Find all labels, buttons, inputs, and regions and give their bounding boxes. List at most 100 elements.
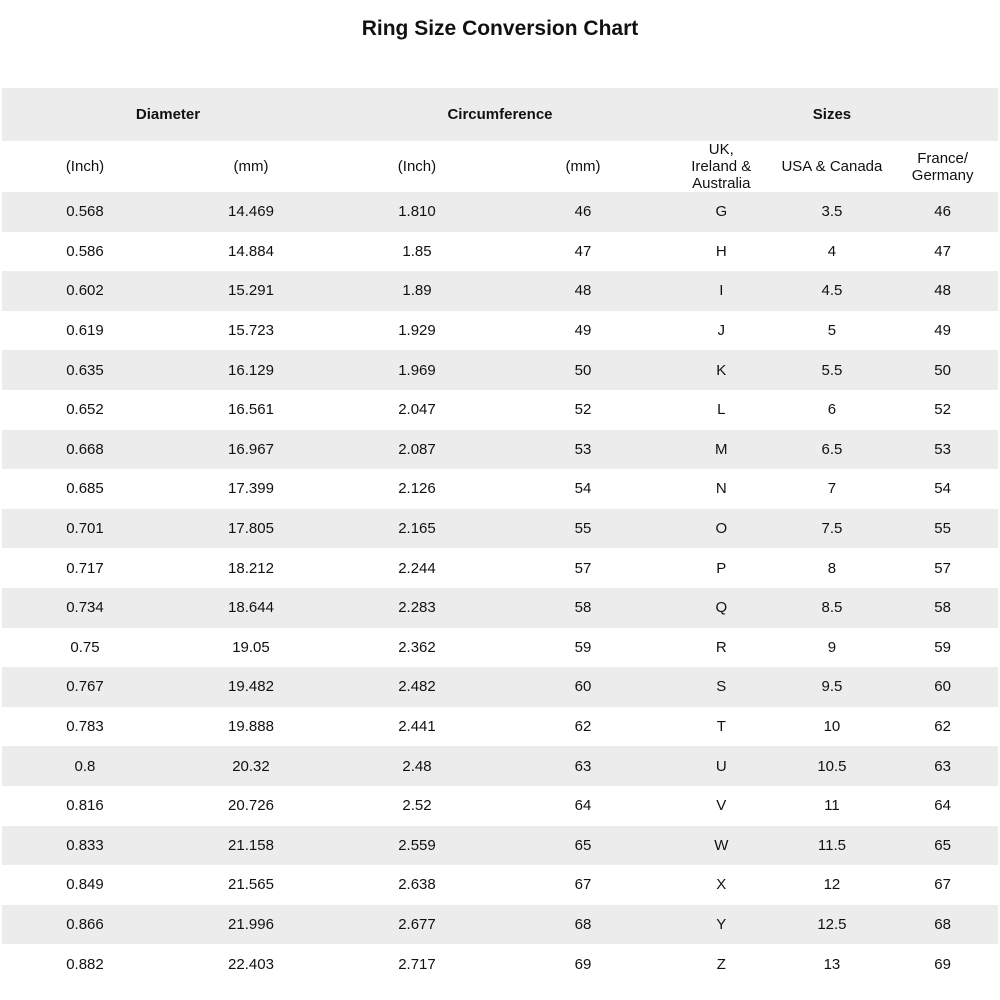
cell-diameter-mm: 22.403 bbox=[228, 955, 274, 973]
cell-circumference-inch: 2.52 bbox=[402, 797, 432, 815]
group-header-diameter: Diameter bbox=[2, 88, 334, 141]
cell-circumference-inch: 2.677 bbox=[333, 904, 500, 945]
cell-circumference-mm: 50 bbox=[499, 350, 666, 390]
table-row: 0.849 21.565 2.638 67 X 12 67 bbox=[2, 865, 998, 905]
cell-circumference-inch: 2.717 bbox=[398, 955, 436, 973]
cell-usa-size: 3.5 bbox=[776, 192, 888, 232]
cell-uk-size: T bbox=[716, 718, 726, 736]
cell-circumference-mm: 57 bbox=[574, 559, 592, 577]
cell-diameter-inch: 0.866 bbox=[2, 904, 168, 945]
cell-circumference-mm: 59 bbox=[574, 638, 592, 656]
cell-circumference-mm: 48 bbox=[499, 271, 666, 311]
cell-usa-size: 11.5 bbox=[776, 825, 888, 866]
column-header-circumference-inch: (Inch) bbox=[397, 158, 437, 175]
cell-france-size: 69 bbox=[934, 955, 951, 973]
cell-diameter-mm: 16.967 bbox=[167, 429, 334, 470]
cell-circumference-mm: 55 bbox=[499, 508, 666, 549]
cell-circumference-mm: 58 bbox=[499, 587, 666, 628]
cell-circumference-inch: 2.126 bbox=[398, 480, 436, 498]
cell-circumference-inch: 1.929 bbox=[398, 322, 436, 340]
cell-diameter-inch: 0.833 bbox=[2, 825, 168, 866]
cell-uk-size: J bbox=[717, 322, 726, 340]
cell-diameter-mm: 15.723 bbox=[228, 322, 274, 340]
table-row: 0.816 20.726 2.52 64 V 11 64 bbox=[2, 786, 998, 826]
cell-usa-size: 13 bbox=[823, 955, 841, 973]
cell-uk-size: Y bbox=[665, 904, 777, 945]
table-row: 0.75 19.05 2.362 59 R 9 59 bbox=[2, 628, 998, 668]
cell-usa-size: 7.5 bbox=[776, 508, 888, 549]
cell-uk-size: H bbox=[715, 242, 727, 260]
table-row: 0.586 14.884 1.85 47 H 4 47 bbox=[2, 232, 998, 272]
cell-diameter-inch: 0.568 bbox=[2, 192, 168, 232]
cell-circumference-mm: 54 bbox=[574, 480, 592, 498]
cell-france-size: 59 bbox=[934, 638, 951, 656]
cell-diameter-mm: 14.469 bbox=[167, 192, 334, 232]
cell-diameter-inch: 0.8 bbox=[2, 746, 168, 786]
cell-usa-size: 4.5 bbox=[776, 271, 888, 311]
cell-diameter-mm: 19.482 bbox=[167, 667, 334, 707]
table-row: 0.866 21.996 2.677 68 Y 12.5 68 bbox=[2, 904, 998, 945]
cell-circumference-inch: 2.559 bbox=[333, 825, 500, 866]
cell-circumference-inch: 2.48 bbox=[333, 746, 500, 786]
chart-title: Ring Size Conversion Chart bbox=[361, 17, 639, 40]
cell-circumference-inch: 2.047 bbox=[398, 401, 436, 419]
cell-uk-size: N bbox=[715, 480, 727, 498]
cell-diameter-mm: 20.32 bbox=[167, 746, 334, 786]
table-row: 0.652 16.561 2.047 52 L 6 52 bbox=[2, 390, 998, 430]
table-row: 0.635 16.129 1.969 50 K 5.5 50 bbox=[2, 350, 998, 390]
group-header-circumference: Circumference bbox=[333, 88, 666, 141]
cell-uk-size: X bbox=[716, 876, 727, 894]
table-body: 0.568 14.469 1.810 46 G 3.5 46 0.586 14.884 1.85 4… bbox=[2, 192, 998, 984]
cell-usa-size: 12 bbox=[823, 876, 841, 894]
cell-diameter-inch: 0.685 bbox=[66, 480, 104, 498]
cell-france-size: 65 bbox=[887, 825, 998, 866]
cell-france-size: 64 bbox=[934, 797, 951, 815]
cell-diameter-inch: 0.734 bbox=[2, 587, 168, 628]
cell-circumference-mm: 60 bbox=[499, 667, 666, 707]
table-row: 0.602 15.291 1.89 48 I 4.5 48 bbox=[2, 271, 998, 311]
column-header-uk: UK, Ireland & Australia bbox=[691, 141, 752, 192]
cell-diameter-mm: 17.399 bbox=[228, 480, 274, 498]
cell-circumference-inch: 2.482 bbox=[333, 667, 500, 707]
cell-france-size: 48 bbox=[887, 271, 998, 311]
cell-usa-size: 7 bbox=[827, 480, 837, 498]
column-header-diameter-inch: (Inch) bbox=[65, 158, 105, 175]
cell-circumference-mm: 67 bbox=[574, 876, 592, 894]
column-header-circumference-mm: (mm) bbox=[565, 158, 601, 175]
column-header-usa: USA & Canada bbox=[781, 158, 883, 175]
table-row: 0.783 19.888 2.441 62 T 10 62 bbox=[2, 707, 998, 747]
cell-usa-size: 8.5 bbox=[776, 587, 888, 628]
cell-france-size: 58 bbox=[887, 587, 998, 628]
cell-diameter-mm: 21.996 bbox=[167, 904, 334, 945]
table-row: 0.717 18.212 2.244 57 P 8 57 bbox=[2, 548, 998, 588]
cell-uk-size: R bbox=[715, 638, 727, 656]
table-row: 0.701 17.805 2.165 55 O 7.5 55 bbox=[2, 508, 998, 549]
table-row: 0.619 15.723 1.929 49 J 5 49 bbox=[2, 311, 998, 351]
cell-diameter-inch: 0.602 bbox=[2, 271, 168, 311]
cell-diameter-mm: 21.158 bbox=[167, 825, 334, 866]
cell-circumference-inch: 2.283 bbox=[333, 587, 500, 628]
cell-diameter-inch: 0.767 bbox=[2, 667, 168, 707]
cell-diameter-inch: 0.701 bbox=[2, 508, 168, 549]
cell-france-size: 50 bbox=[887, 350, 998, 390]
cell-usa-size: 9.5 bbox=[776, 667, 888, 707]
cell-uk-size: P bbox=[716, 559, 727, 577]
cell-diameter-mm: 18.644 bbox=[167, 587, 334, 628]
cell-circumference-mm: 69 bbox=[574, 955, 592, 973]
cell-france-size: 49 bbox=[934, 322, 951, 340]
cell-france-size: 47 bbox=[934, 242, 951, 260]
cell-circumference-inch: 2.362 bbox=[398, 638, 436, 656]
cell-circumference-mm: 68 bbox=[499, 904, 666, 945]
ring-size-table: Diameter Circumference Sizes (Inch) (mm)… bbox=[2, 88, 998, 984]
cell-diameter-mm: 19.05 bbox=[232, 638, 270, 656]
cell-circumference-mm: 46 bbox=[499, 192, 666, 232]
column-header-row: (Inch) (mm) (Inch) (mm) UK, Ireland & Au… bbox=[2, 141, 998, 192]
cell-usa-size: 5 bbox=[827, 322, 837, 340]
cell-diameter-inch: 0.635 bbox=[2, 350, 168, 390]
table-row: 0.8 20.32 2.48 63 U 10.5 63 bbox=[2, 746, 998, 786]
cell-uk-size: Z bbox=[716, 955, 726, 973]
cell-circumference-inch: 2.165 bbox=[333, 508, 500, 549]
table-row: 0.767 19.482 2.482 60 S 9.5 60 bbox=[2, 667, 998, 707]
cell-diameter-mm: 19.888 bbox=[228, 718, 274, 736]
cell-diameter-mm: 16.129 bbox=[167, 350, 334, 390]
